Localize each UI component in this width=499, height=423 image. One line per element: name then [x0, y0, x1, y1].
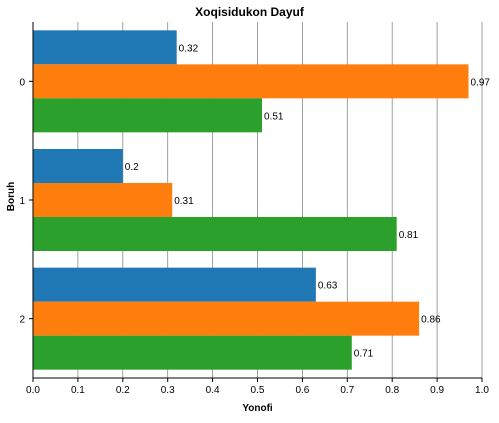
x-tick-label: 0.0	[26, 385, 40, 396]
bar	[33, 217, 397, 251]
bar	[33, 98, 262, 133]
x-tick-label: 0.6	[295, 385, 309, 396]
bar	[33, 30, 177, 65]
bar-value-label: 0.63	[318, 281, 338, 292]
y-tick-label: 1	[19, 196, 25, 207]
bar-value-label: 0.81	[399, 230, 419, 241]
x-tick-label: 0.5	[251, 385, 265, 396]
x-tick-label: 0.2	[116, 385, 130, 396]
bar-value-label: 0.71	[354, 349, 374, 360]
y-axis-ticks: 0 1 2	[19, 77, 33, 326]
chart-title: Xoqisidukon Dayuf	[195, 5, 305, 19]
bar	[33, 183, 173, 217]
bar	[33, 64, 469, 99]
bar	[33, 149, 123, 183]
x-tick-label: 0.4	[206, 385, 220, 396]
bar-value-label: 0.2	[125, 162, 139, 173]
bar-value-label: 0.32	[179, 43, 199, 54]
bar	[33, 301, 420, 336]
x-axis-ticks: 0.0 0.1 0.2 0.3 0.4 0.5 0.6 0.7 0.8 0.9 1.0	[26, 378, 489, 396]
bar	[33, 335, 352, 370]
x-tick-label: 1.0	[475, 385, 489, 396]
x-tick-label: 0.7	[340, 385, 354, 396]
x-tick-label: 0.8	[385, 385, 399, 396]
y-tick-label: 2	[19, 315, 25, 326]
x-tick-label: 0.3	[161, 385, 175, 396]
bar	[33, 267, 316, 302]
bar-value-label: 0.51	[264, 111, 284, 122]
y-tick-label: 0	[19, 77, 25, 88]
bar-value-label: 0.97	[471, 77, 491, 88]
y-axis-label: Boruh	[6, 182, 17, 211]
bars: 0.32 0.97 0.51 0.2 0.31 0.81 0.63 0.86 0.71	[33, 30, 491, 370]
bar-value-label: 0.86	[421, 315, 441, 326]
bar-value-label: 0.31	[174, 196, 194, 207]
x-tick-label: 0.9	[430, 385, 444, 396]
x-tick-label: 0.1	[71, 385, 85, 396]
x-axis-label: Yonofi	[242, 403, 273, 414]
